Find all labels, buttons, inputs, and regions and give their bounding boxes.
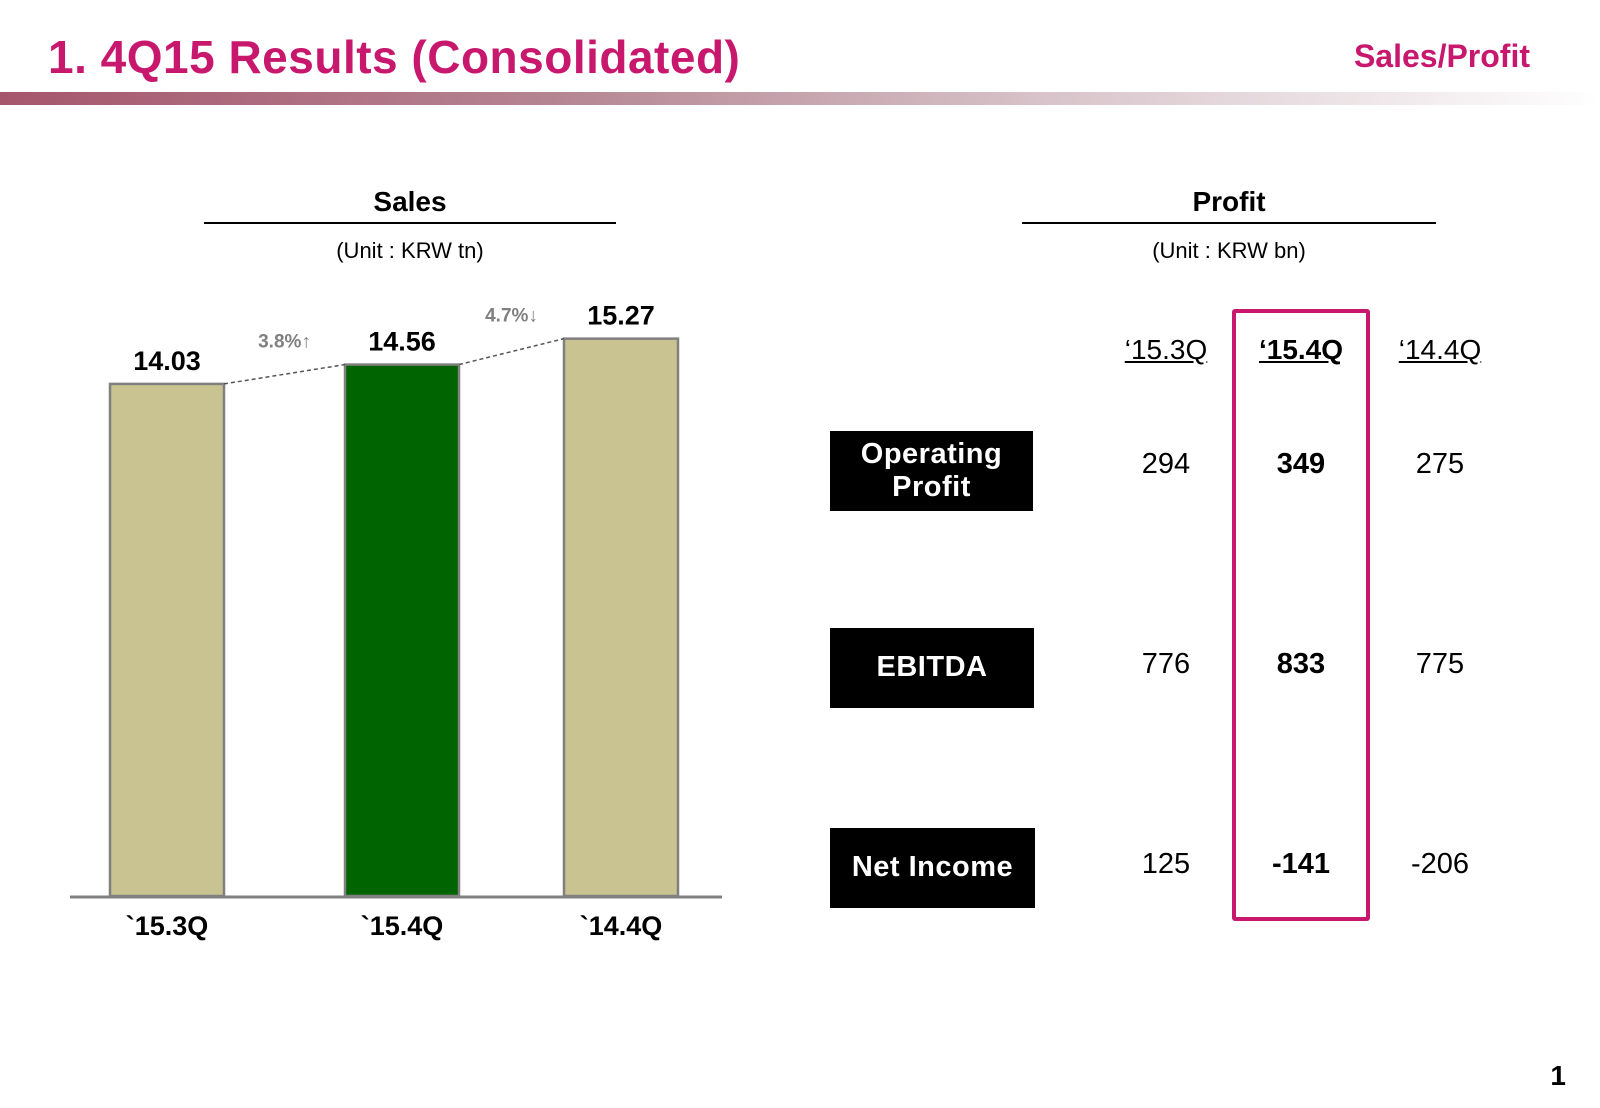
row-label-operating-line1: Operating [860, 437, 1003, 470]
sales-value-label-3: 15.27 [587, 301, 655, 331]
row-label-net-income: Net Income [830, 828, 1035, 908]
cell-ebitda-15-4q: 833 [1276, 648, 1326, 680]
cell-net-income-14-4q: -206 [1410, 848, 1470, 880]
sales-change-connector-1 [223, 363, 346, 385]
sales-category-label-3: `14.4Q [580, 911, 663, 941]
row-label-ebitda: EBITDA [830, 628, 1034, 708]
col-header-15-4q: ‘15.4Q [1258, 334, 1344, 365]
row-label-operating-line2: Profit [892, 471, 971, 503]
sales-category-label-2: `15.4Q [361, 911, 444, 941]
sales-bar-1 [108, 382, 226, 898]
sales-bar-2 [343, 363, 461, 898]
page-title: 1. 4Q15 Results (Consolidated) [48, 31, 741, 83]
cell-net-income-15-3q: 125 [1141, 848, 1191, 880]
sales-change-label-2: 4.7%↓ [485, 306, 538, 327]
sales-value-label-1: 14.03 [133, 346, 201, 376]
sales-bar-chart: 14.03 `15.3Q 14.56 `15.4Q 15.27 `14.4Q 3.8%↑ 4.… [70, 301, 722, 941]
col-header-15-3q: ‘15.3Q [1124, 334, 1208, 365]
title-divider-bar [0, 92, 1600, 105]
highlight-box-15-4q [1232, 309, 1370, 921]
section-tag: Sales/Profit [1353, 38, 1530, 74]
sales-category-label-1: `15.3Q [126, 911, 209, 941]
sales-change-connector-2 [458, 337, 565, 366]
profit-heading: Profit [1022, 186, 1436, 224]
page-number: 1 [1550, 1060, 1566, 1091]
col-header-14-4q: ‘14.4Q [1398, 334, 1482, 365]
cell-ebitda-14-4q: 775 [1415, 648, 1465, 680]
sales-bar-3 [562, 337, 680, 898]
cell-operating-15-4q: 349 [1276, 448, 1326, 480]
sales-change-label-1: 3.8%↑ [258, 332, 311, 353]
cell-operating-14-4q: 275 [1415, 448, 1465, 480]
row-label-operating-profit: Operating Profit [830, 431, 1033, 511]
row-label-net-income-text: Net Income [851, 851, 1014, 884]
cell-ebitda-15-3q: 776 [1141, 648, 1191, 680]
profit-unit: (Unit : KRW bn) [1152, 238, 1306, 263]
sales-value-label-2: 14.56 [368, 327, 436, 357]
sales-heading: Sales [204, 186, 616, 224]
cell-operating-15-3q: 294 [1141, 448, 1191, 480]
sales-unit: (Unit : KRW tn) [336, 238, 484, 263]
cell-net-income-15-4q: -141 [1271, 848, 1331, 880]
row-label-ebitda-text: EBITDA [876, 651, 988, 684]
